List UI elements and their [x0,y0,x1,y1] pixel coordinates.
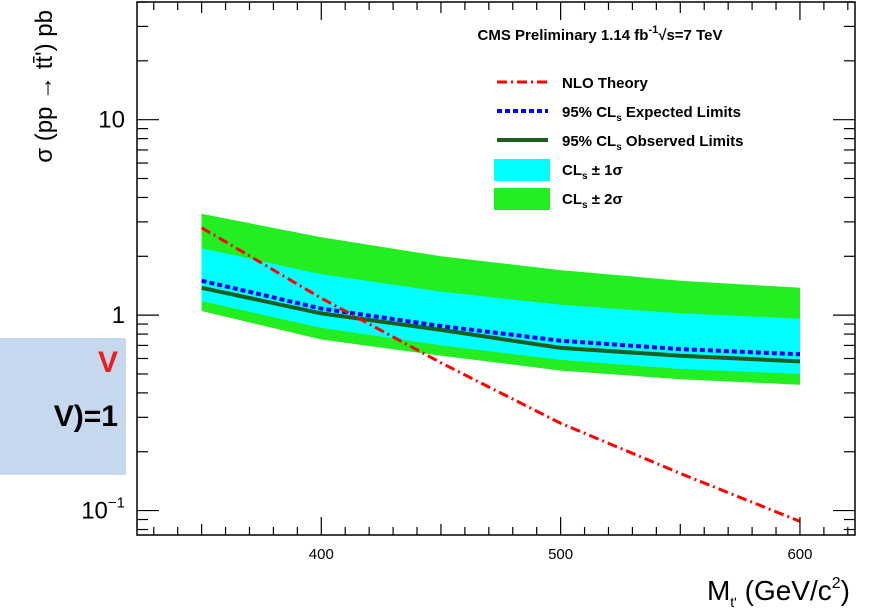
y-tick-label: 1 [112,302,125,329]
plot-frame [136,1,856,536]
legend-2sigma: CLs ± 2σ [494,188,623,211]
legend-1sigma: CLs ± 1σ [494,159,623,182]
legend-label: CLs ± 1σ [562,162,623,182]
tick-labels-layer: 400 500 600 10 1 10−1 [81,107,812,563]
legend-label: NLO Theory [562,75,648,92]
y-tick-label: 10 [98,107,125,134]
callout-box: V V)=1 [0,338,126,475]
y-tick-label: 10−1 [81,495,125,525]
legend-swatch [494,159,550,181]
legend-observed: 95% CLs Observed Limits [497,133,743,153]
legend: NLO Theory 95% CLs Expected Limits 95% CLs… [494,75,743,211]
legend-label: CLs ± 2σ [562,191,623,211]
ticks-layer [137,1,855,535]
legend-swatch [494,188,550,210]
legend-label: 95% CLs Expected Limits [562,104,741,124]
series-layer [200,226,801,523]
x-tick-label: 500 [548,546,573,563]
y-axis-title: σ (pp → tt̄') pb [31,10,58,163]
legend-expected: 95% CLs Expected Limits [497,104,741,124]
chart-title: CMS Preliminary 1.14 fb-1√s=7 TeV [478,24,723,44]
bands-layer [201,213,801,385]
series-nlo-theory [200,226,801,523]
x-axis-title: Mt' (GeV/c2) [707,575,850,610]
series-observed-limits [201,285,801,364]
callout-line-1: V [97,346,118,379]
legend-label: 95% CLs Observed Limits [562,133,743,153]
legend-nlo-theory: NLO Theory [497,75,648,92]
band-1sigma [201,248,801,374]
series-expected-limits [201,278,801,357]
x-tick-label: 400 [309,546,334,563]
x-tick-label: 600 [787,546,812,563]
callout-line-2: V)=1 [53,400,118,433]
